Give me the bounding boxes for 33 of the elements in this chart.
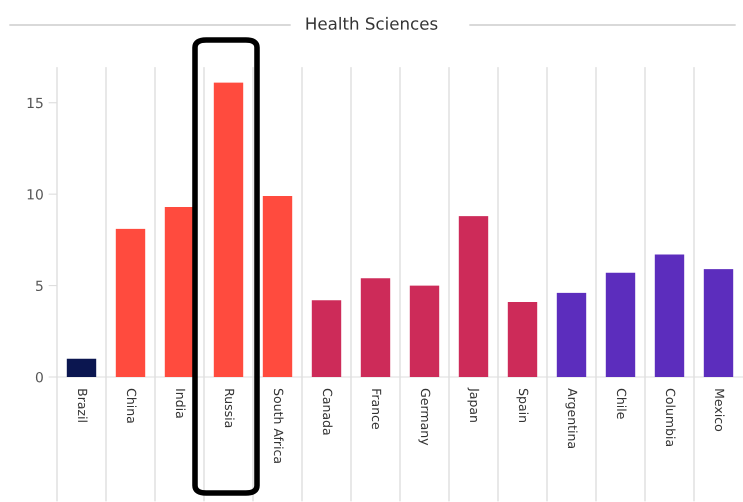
bar [458,216,488,377]
x-tick-label: South Africa [274,388,284,463]
x-tick-label: Argentina [565,388,578,448]
y-tick-label: 15 [28,98,43,108]
bar [410,286,440,377]
x-tick-label: France [372,389,382,430]
bar [704,269,734,377]
bar [606,272,636,377]
bar [116,228,146,377]
x-tick-label: China [126,388,137,423]
y-tick-label: 5 [36,280,43,292]
chart-title: Health Sciences [306,16,438,30]
bar [360,278,390,377]
bar [262,196,292,377]
x-tick-label: Columbia [666,388,676,446]
x-tick-label: Russia [224,389,235,428]
bar [164,206,194,377]
x-tick-label: Japan [467,387,480,422]
x-tick-label: Mexico [714,389,725,432]
x-tick-label: India [176,389,186,418]
bar [556,292,586,377]
bar [214,82,244,377]
x-tick-label: Germany [418,388,430,446]
bar [654,254,684,377]
y-tick-label: 10 [28,189,43,200]
x-tick-label: Canada [322,388,333,435]
bar [312,300,342,377]
bar [508,302,538,377]
x-tick-label: Chile [616,388,627,419]
bar [66,358,96,377]
x-tick-label: Spain [516,388,529,422]
x-tick-label: Brazil [78,389,88,422]
y-tick-label: 0 [36,372,43,382]
